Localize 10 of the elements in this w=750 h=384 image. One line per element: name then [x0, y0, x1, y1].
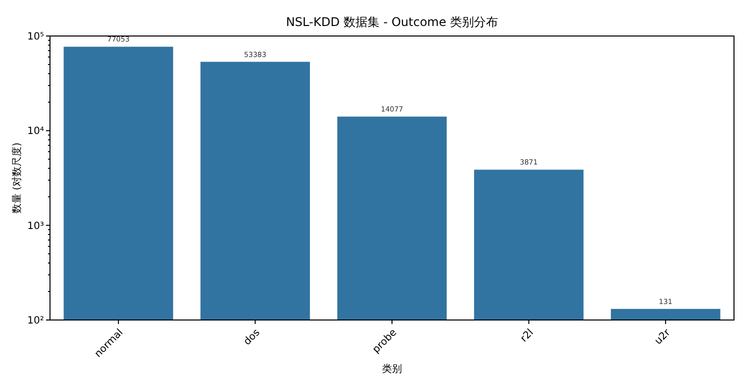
- y-tick-label: 10⁴: [27, 126, 44, 138]
- x-tick-label: u2r: [653, 326, 674, 347]
- chart-title: NSL-KDD 数据集 - Outcome 类别分布: [286, 15, 498, 29]
- x-tick-label: r2l: [518, 327, 536, 344]
- y-tick-label: 10²: [27, 316, 44, 326]
- y-axis-title: 数量 (对数尺度): [11, 142, 23, 214]
- x-axis-title: 类别: [382, 363, 402, 375]
- x-tick-label: dos: [242, 327, 262, 348]
- y-tick-label: 10³: [27, 220, 44, 232]
- y-tick-label: 10⁵: [27, 32, 44, 42]
